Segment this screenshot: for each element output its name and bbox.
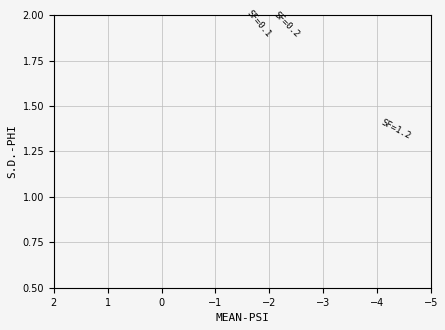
X-axis label: MEAN-PSI: MEAN-PSI [215, 313, 269, 323]
Text: SF=0.2: SF=0.2 [272, 10, 301, 39]
Text: SF=1.2: SF=1.2 [380, 117, 413, 141]
Y-axis label: S.D.-PHI: S.D.-PHI [7, 124, 17, 179]
Text: SF=0.1: SF=0.1 [245, 9, 273, 39]
